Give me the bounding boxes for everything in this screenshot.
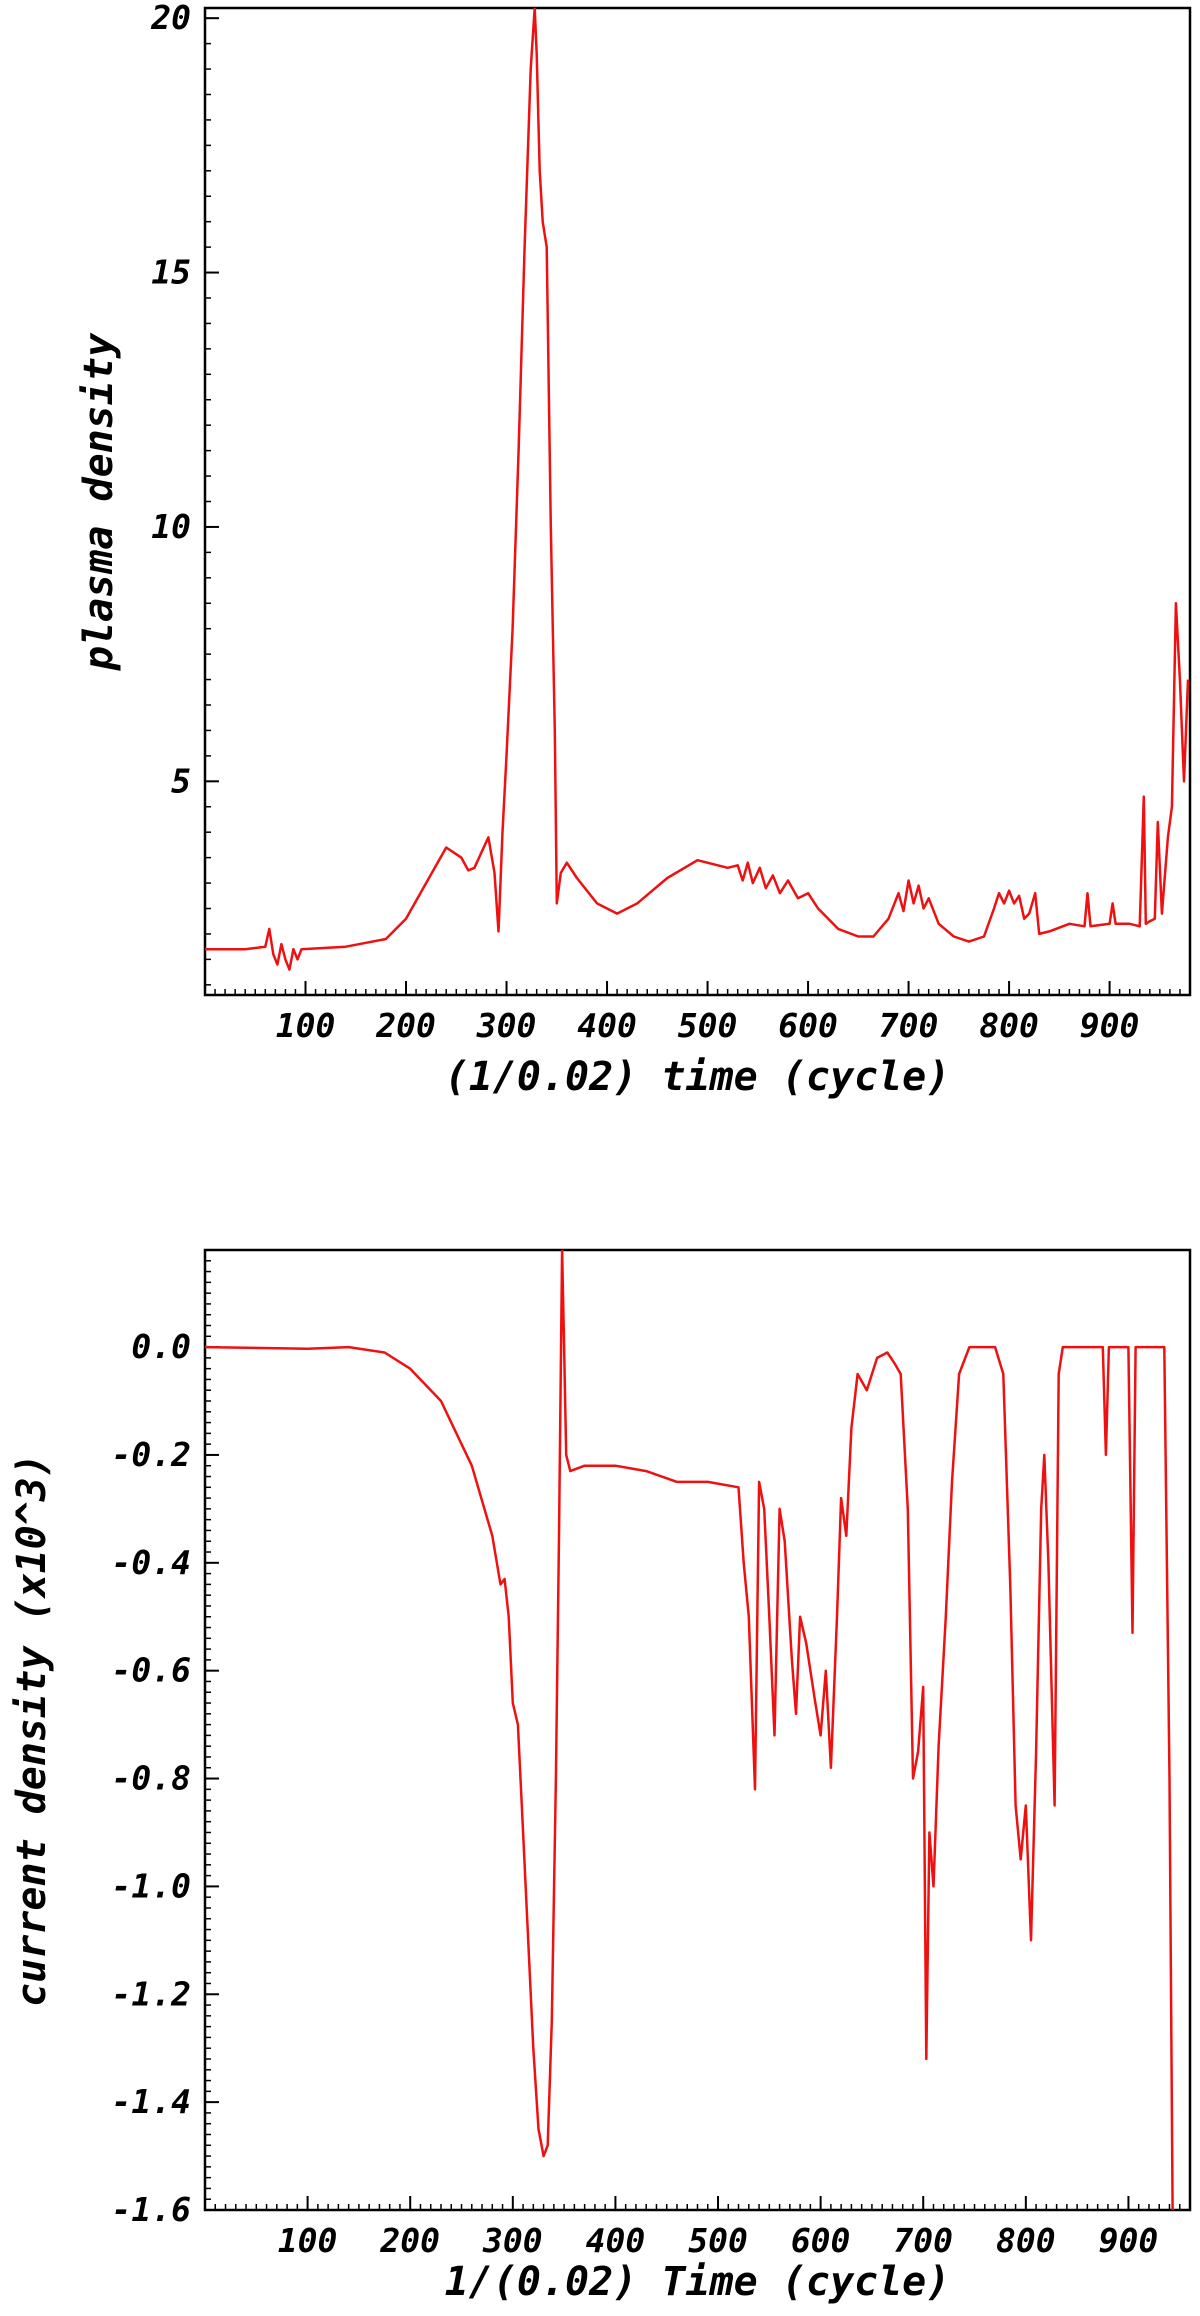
y-tick-label: -1.4 — [112, 2082, 191, 2121]
x-tick-label: 900 — [1099, 2221, 1159, 2260]
x-tick-label: 500 — [688, 2221, 748, 2260]
plot-frame — [203, 6, 1192, 997]
x-tick-label: 300 — [476, 1006, 537, 1045]
y-tick-label: -0.6 — [112, 1651, 191, 1690]
y-tick-label: 10 — [151, 507, 191, 546]
x-tick-label: 900 — [1080, 1006, 1140, 1045]
y-tick-label: -1.2 — [112, 1974, 191, 2013]
x-axis-title: (1/0.02) time (cycle) — [445, 1054, 951, 1100]
plasma-density-chart: 100 200 300 400 500 600 700 800 900 5 10 15 20 (1/0.0… — [0, 0, 1200, 1120]
plasma-density-plot: 100 200 300 400 500 600 700 800 900 5 10 15 20 (1/0.0… — [76, 0, 1192, 1100]
y-tick-label: -0.2 — [112, 1435, 191, 1474]
x-tick-label: 800 — [979, 1006, 1039, 1045]
x-tick-label: 400 — [586, 2221, 646, 2260]
current-density-plot: 100 200 300 400 500 600 700 800 900 0.0 -0.2 -0.4 -0… — [9, 1248, 1192, 2305]
x-tick-label: 700 — [893, 2221, 953, 2260]
x-tick-label: 200 — [375, 1006, 436, 1045]
y-tick-label: 15 — [151, 253, 191, 292]
y-tick-label: 20 — [150, 0, 191, 37]
y-axis-title: current density (x10^3) — [9, 1453, 55, 2007]
plot-frame — [203, 1248, 1192, 2212]
x-tick-label: 600 — [791, 2221, 851, 2260]
x-axis-title: 1/(0.02) Time (cycle) — [445, 2259, 951, 2305]
data-series-line — [205, 8, 1190, 971]
y-tick-label: 5 — [171, 761, 191, 800]
x-tick-label: 200 — [379, 2221, 440, 2260]
x-tick-label: 800 — [996, 2221, 1056, 2260]
y-tick-label: -0.4 — [112, 1543, 191, 1582]
x-tick-label: 100 — [276, 1006, 336, 1045]
x-tick-label: 100 — [278, 2221, 338, 2260]
x-tick-label: 600 — [778, 1006, 838, 1045]
y-tick-label: -1.0 — [112, 1866, 191, 1905]
y-tick-label: -1.6 — [112, 2190, 191, 2229]
x-tick-label: 500 — [678, 1006, 738, 1045]
current-density-chart: 100 200 300 400 500 600 700 800 900 0.0 -0.2 -0.4 -0… — [0, 1230, 1200, 2316]
y-tick-label: 0.0 — [131, 1327, 191, 1366]
data-series-line — [205, 1250, 1174, 2210]
x-tick-label: 700 — [879, 1006, 939, 1045]
y-tick-label: -0.8 — [112, 1759, 191, 1798]
y-axis-title: plasma density — [76, 332, 122, 671]
x-tick-label: 400 — [577, 1006, 637, 1045]
x-tick-label: 300 — [482, 2221, 543, 2260]
